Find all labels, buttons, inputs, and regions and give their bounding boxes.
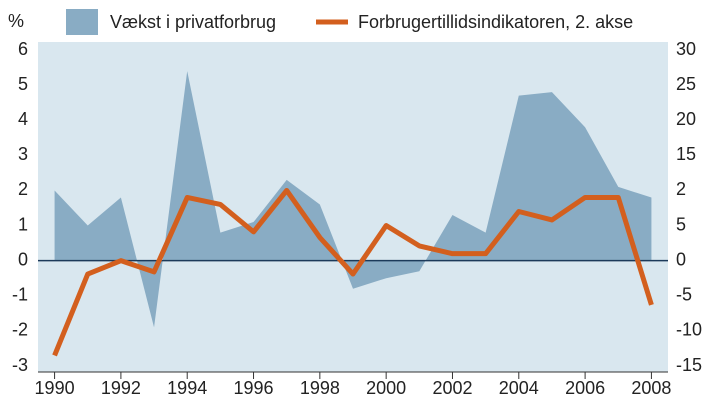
x-tick-label: 1992 (101, 378, 141, 398)
y-tick-label: 3 (18, 144, 28, 164)
y2-tick-label: 2 (676, 179, 686, 199)
y2-tick-label: 30 (676, 39, 696, 59)
x-tick-label: 2008 (631, 378, 671, 398)
y2-tick-label: -15 (676, 355, 702, 375)
legend-label: Forbrugertillidsindikatoren, 2. akse (358, 12, 633, 32)
y-axis-label: % (8, 11, 24, 31)
x-tick-label: 2004 (499, 378, 539, 398)
y2-tick-label: 20 (676, 109, 696, 129)
y2-tick-label: 5 (676, 214, 686, 234)
y2-tick-label: -5 (676, 285, 692, 305)
x-tick-label: 1998 (300, 378, 340, 398)
y-tick-label: 5 (18, 74, 28, 94)
x-tick-label: 2002 (432, 378, 472, 398)
y2-tick-label: -10 (676, 320, 702, 340)
x-tick-label: 1994 (167, 378, 207, 398)
x-tick-label: 1996 (234, 378, 274, 398)
legend-label: Vækst i privatforbrug (110, 12, 276, 32)
y-tick-label: 6 (18, 39, 28, 59)
legend-swatch (66, 9, 98, 35)
x-tick-label: 1990 (35, 378, 75, 398)
y-tick-label: 2 (18, 179, 28, 199)
y-tick-label: -3 (12, 355, 28, 375)
x-tick-label: 2000 (366, 378, 406, 398)
y2-tick-label: 0 (676, 249, 686, 269)
y-tick-label: 0 (18, 249, 28, 269)
line (52, 187, 654, 357)
x-tick-label: 2006 (565, 378, 605, 398)
y-tick-label: -1 (12, 285, 28, 305)
y-tick-label: 4 (18, 109, 28, 129)
y2-tick-label: 15 (676, 144, 696, 164)
y-tick-label: 1 (18, 214, 28, 234)
y-tick-label: -2 (12, 320, 28, 340)
y2-tick-label: 25 (676, 74, 696, 94)
